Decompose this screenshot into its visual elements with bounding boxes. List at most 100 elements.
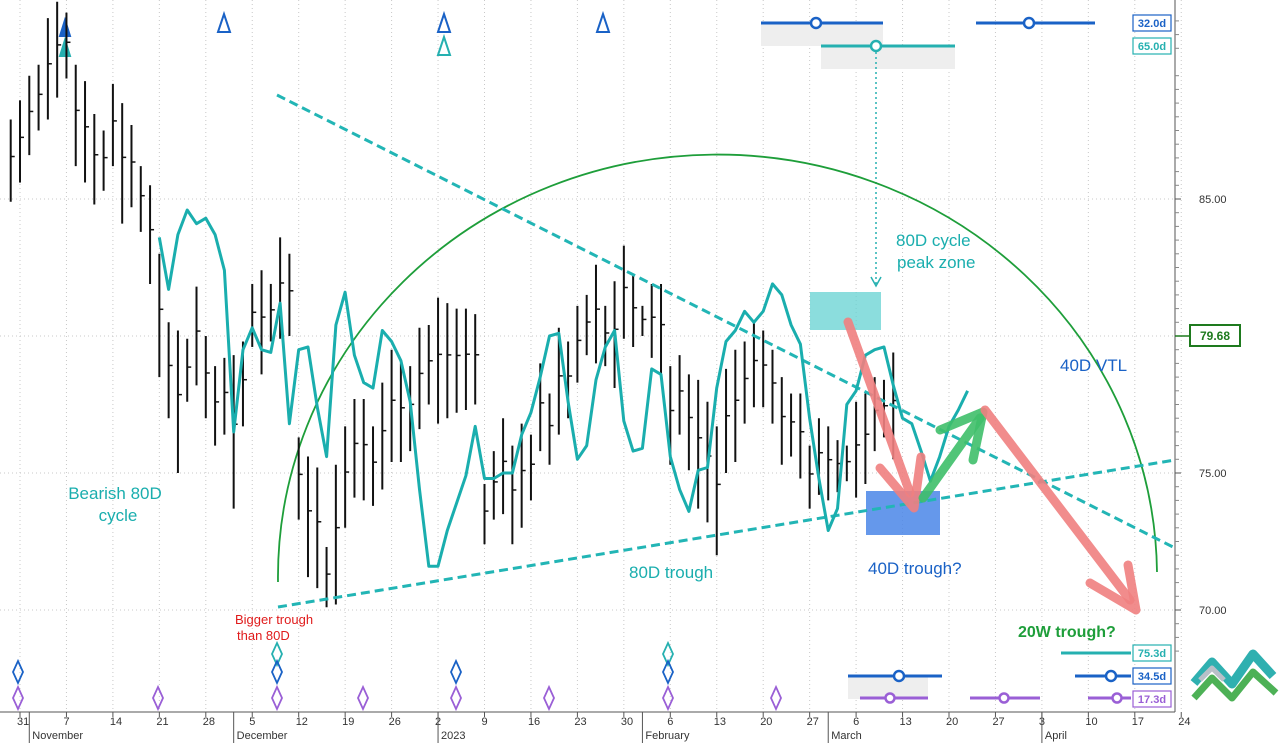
cycle-arc	[277, 153, 1158, 583]
time-tick-label: 26	[389, 716, 401, 728]
month-label: November	[32, 730, 83, 742]
month-label: December	[237, 730, 288, 742]
cycle-label-75: 75.3d	[1138, 648, 1166, 660]
cycle-label-box	[1132, 37, 1172, 55]
cycle-label-17: 17.3d	[1138, 694, 1166, 706]
bigger-trough-line2: than 80D	[237, 628, 290, 643]
diamond-icon	[271, 658, 283, 686]
projection-dot-teal	[869, 39, 883, 53]
month-label: 2023	[441, 730, 465, 742]
time-tick-label: 10	[1085, 716, 1097, 728]
diamond-icon	[662, 684, 674, 712]
time-tick-label: 13	[900, 716, 912, 728]
time-tick-label: 16	[528, 716, 540, 728]
triangle-icon	[58, 36, 72, 57]
projection-dot-blue-bottom-2	[1104, 669, 1118, 683]
diamond-icon	[662, 640, 674, 668]
month-label: April	[1045, 730, 1067, 742]
price-tick-label: 70.00	[1199, 605, 1227, 617]
month-label: February	[645, 730, 690, 742]
logo-grey-stroke	[1198, 665, 1226, 682]
top-cycle-projections	[761, 16, 1095, 288]
triangle-icon	[216, 10, 232, 33]
cycle-label-box	[1132, 644, 1172, 662]
time-tick-label: 19	[342, 716, 354, 728]
down-arrow-2-head	[1085, 560, 1141, 615]
time-tick-label: 20	[760, 716, 772, 728]
diamond-icon	[450, 658, 462, 686]
cycle-line	[157, 208, 969, 568]
time-tick-label: 23	[574, 716, 586, 728]
time-tick-label: 17	[1132, 716, 1144, 728]
price-tick-label: 75.00	[1199, 468, 1227, 480]
rising-trendline	[277, 458, 1176, 609]
last-price-marker: 79.68	[1175, 324, 1241, 347]
bearish-label-line1: Bearish 80D	[68, 484, 162, 503]
projection-shade-bottom	[848, 677, 928, 699]
time-tick-label: 20	[946, 716, 958, 728]
projection-shade-teal	[821, 45, 955, 69]
diamond-icon	[543, 684, 555, 712]
time-tick-label: 13	[714, 716, 726, 728]
diamond-icon	[271, 684, 283, 712]
diamond-icon	[12, 684, 24, 712]
down-arrow-1	[843, 317, 926, 513]
projection-dot-purple-2	[998, 692, 1010, 704]
trough-80d-label: 80D trough	[629, 563, 713, 582]
cycle-label-32: 32.0d	[1138, 18, 1166, 30]
cycle-label-box	[1132, 690, 1172, 708]
down-arrow-head	[875, 452, 926, 513]
cycle-triangles	[58, 10, 611, 57]
bearish-label-line2: cycle	[99, 506, 138, 525]
diamond-icon	[662, 658, 674, 686]
peak-zone-pointer-head	[870, 276, 882, 288]
projection-dot-purple	[884, 692, 896, 704]
time-tick-label: 27	[807, 716, 819, 728]
projection-dot-blue-2	[1022, 16, 1036, 30]
time-tick-label: 6	[853, 716, 859, 728]
projection-shade-blue	[761, 22, 883, 46]
projection-dot-purple-3	[1111, 692, 1123, 704]
trough-20w-label: 20W trough?	[1018, 624, 1116, 641]
time-tick-label: 12	[296, 716, 308, 728]
diamond-icon	[357, 684, 369, 712]
time-tick-label: 30	[621, 716, 633, 728]
last-price-label: 79.68	[1200, 329, 1230, 343]
month-labels: November December 2023 February March April	[28, 712, 1067, 743]
diamond-icon	[450, 684, 462, 712]
trough-40d-label: 40D trough?	[868, 559, 962, 578]
time-tick-label: 6	[667, 716, 673, 728]
cycle-diamonds	[12, 640, 782, 712]
time-tick-label: 24	[1178, 716, 1190, 728]
projection-dot-blue-bottom	[892, 669, 906, 683]
time-tick-label: 31	[17, 716, 29, 728]
logo-green-stroke	[1191, 668, 1279, 702]
diamond-icon	[152, 684, 164, 712]
ohlc-bars	[9, 1, 898, 608]
down-arrow-2-shaft	[980, 405, 1135, 605]
time-tick-label: 9	[482, 716, 488, 728]
bigger-trough-line1: Bigger trough	[235, 612, 313, 627]
up-arrow-shaft	[918, 413, 985, 503]
time-tick-label: 14	[110, 716, 122, 728]
triangle-icon	[595, 10, 611, 33]
projection-dot-blue	[809, 16, 823, 30]
triangle-icon	[436, 10, 452, 33]
time-tick-label: 28	[203, 716, 215, 728]
diamond-icon	[770, 684, 782, 712]
peak-zone-line2: peak zone	[897, 253, 975, 272]
annotations: Bearish 80D cycle Bigger trough than 80D…	[68, 231, 1127, 643]
diamond-icon	[271, 640, 283, 668]
peak-zone-line1: 80D cycle	[896, 231, 971, 250]
cycle-label-65: 65.0d	[1138, 41, 1166, 53]
time-tick-label: 5	[249, 716, 255, 728]
month-label: March	[831, 730, 862, 742]
time-tick-label: 21	[156, 716, 168, 728]
triangle-icon	[436, 33, 452, 56]
diamond-icon	[12, 658, 24, 686]
last-price-box	[1189, 324, 1241, 347]
time-tick-label: 27	[992, 716, 1004, 728]
logo	[1190, 649, 1279, 702]
